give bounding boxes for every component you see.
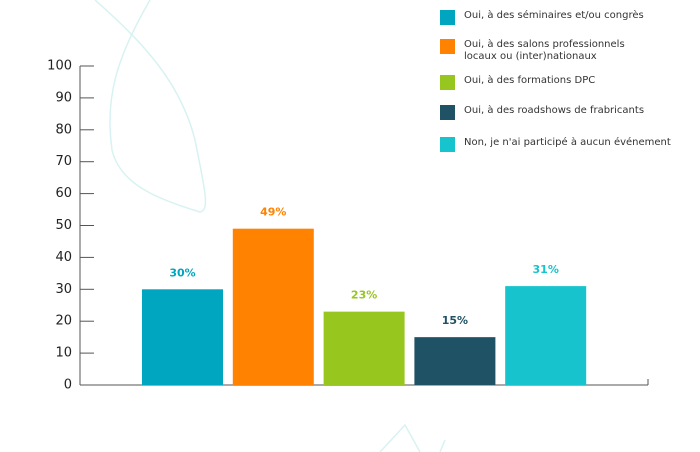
legend-item: Oui, à des salons professionnels locaux … xyxy=(440,39,625,63)
legend-item: Oui, à des formations DPC xyxy=(440,75,596,90)
y-tick-label: 10 xyxy=(55,346,72,361)
y-tick-label: 70 xyxy=(55,154,72,169)
legend-label: Non, je n'ai participé à aucun événement xyxy=(464,137,671,148)
legend-label: Oui, à des salons professionnels locaux … xyxy=(464,39,625,62)
legend-swatch xyxy=(440,39,455,54)
decoration xyxy=(94,0,207,213)
y-tick-label: 80 xyxy=(55,122,72,137)
bar xyxy=(505,286,587,385)
legend-item: Oui, à des roadshows de frabricants xyxy=(440,105,645,120)
value-label: 49% xyxy=(260,206,286,219)
legend-swatch xyxy=(440,137,455,152)
bar xyxy=(414,337,496,385)
legend-label: Oui, à des formations DPC xyxy=(464,75,596,86)
y-tick-label: 20 xyxy=(55,314,72,329)
y-tick-label: 40 xyxy=(55,250,72,265)
bar xyxy=(142,289,223,385)
legend-item: Non, je n'ai participé à aucun événement xyxy=(440,137,671,152)
decoration xyxy=(379,423,446,452)
legend-label: Oui, à des séminaires et/ou congrès xyxy=(464,10,644,21)
y-tick-label: 30 xyxy=(55,282,72,297)
bar xyxy=(323,311,405,385)
legend-swatch xyxy=(440,10,455,25)
legend-swatch xyxy=(440,105,455,120)
value-label: 15% xyxy=(442,314,468,327)
value-label: 23% xyxy=(351,289,377,302)
value-label: 31% xyxy=(533,263,559,276)
legend-item: Oui, à des séminaires et/ou congrès xyxy=(440,10,644,25)
y-tick-label: 50 xyxy=(55,218,72,233)
y-tick-label: 100 xyxy=(47,59,72,74)
bar xyxy=(232,228,314,385)
y-tick-label: 90 xyxy=(55,90,72,105)
legend-swatch xyxy=(440,75,455,90)
value-label: 30% xyxy=(169,266,195,279)
legend-label: Oui, à des roadshows de frabricants xyxy=(464,105,645,116)
y-tick-label: 0 xyxy=(64,378,72,393)
y-tick-label: 60 xyxy=(55,186,72,201)
